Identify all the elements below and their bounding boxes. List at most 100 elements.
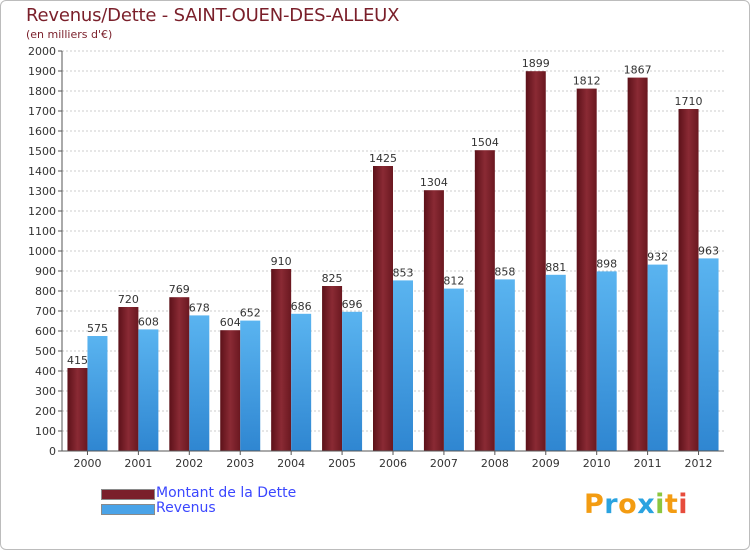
x-tick-label: 2001	[124, 457, 152, 470]
logo-letter: t	[664, 489, 679, 520]
revenue-bar	[596, 271, 617, 451]
chart-subtitle: (en milliers d'€)	[26, 28, 113, 41]
y-tick-label: 900	[35, 265, 56, 278]
revenue-bar	[393, 280, 413, 451]
revenue-value-label: 898	[596, 257, 617, 270]
y-tick-label: 100	[35, 425, 56, 438]
debt-bar	[423, 190, 444, 451]
y-tick-label: 700	[35, 305, 56, 318]
revenue-value-label: 881	[545, 261, 566, 274]
y-tick-label: 1500	[28, 145, 56, 158]
debt-bar	[576, 88, 597, 451]
revenue-bar	[138, 329, 159, 451]
logo-letter: o	[618, 489, 638, 520]
logo-letter: x	[637, 489, 656, 520]
proxiti-logo: Proxiti	[584, 489, 688, 520]
x-tick-label: 2006	[379, 457, 407, 470]
revenue-value-label: 812	[443, 275, 464, 288]
revenue-value-label: 608	[138, 315, 159, 328]
legend-swatch-debt	[101, 489, 155, 500]
debt-value-label: 1504	[471, 136, 499, 149]
y-tick-label: 1400	[28, 165, 56, 178]
y-tick-label: 1900	[28, 65, 56, 78]
revenue-value-label: 853	[393, 266, 414, 279]
y-tick-label: 1200	[28, 205, 56, 218]
x-tick-label: 2003	[226, 457, 254, 470]
axis-layer: 0 100 200 300 400 500 600 700 800 900 1000 1100 1200…	[28, 45, 724, 470]
x-tick-label: 2010	[583, 457, 611, 470]
y-tick-label: 800	[35, 285, 56, 298]
y-tick-label: 400	[35, 365, 56, 378]
debt-value-label: 1899	[522, 57, 550, 70]
debt-bar	[627, 77, 648, 451]
legend-label-debt: Montant de la Dette	[156, 485, 297, 501]
x-tick-label: 2002	[175, 457, 203, 470]
logo-letter: i	[655, 489, 665, 520]
x-tick-label: 2009	[532, 457, 560, 470]
chart-title: Revenus/Dette - SAINT-OUEN-DES-ALLEUX	[26, 5, 400, 26]
debt-bar	[118, 307, 139, 451]
debt-value-label: 720	[118, 293, 139, 306]
x-tick-label: 2000	[73, 457, 101, 470]
debt-bar	[373, 166, 393, 451]
y-tick-label: 1000	[28, 245, 56, 258]
logo-letter: r	[604, 489, 619, 520]
y-tick-label: 2000	[28, 45, 56, 58]
debt-bar	[525, 71, 546, 451]
debt-bar	[220, 330, 241, 451]
debt-value-label: 1710	[675, 95, 703, 108]
x-tick-label: 2012	[685, 457, 713, 470]
debt-value-label: 1812	[573, 75, 601, 88]
debt-value-label: 1304	[420, 176, 448, 189]
revenue-bar	[342, 311, 363, 451]
debt-bar	[169, 297, 190, 451]
x-tick-label: 2008	[481, 457, 509, 470]
y-tick-label: 500	[35, 345, 56, 358]
revenue-bar	[647, 264, 668, 451]
y-tick-label: 1600	[28, 125, 56, 138]
revenue-value-label: 963	[698, 244, 719, 257]
revenue-bar	[545, 274, 566, 451]
y-tick-label: 1700	[28, 105, 56, 118]
revenue-bar	[698, 258, 719, 451]
debt-value-label: 415	[67, 354, 88, 367]
revenue-bar	[291, 313, 312, 451]
revenue-bar	[240, 320, 261, 451]
logo-letter: i	[678, 489, 689, 520]
debt-value-label: 1867	[624, 64, 652, 77]
debt-value-label: 825	[322, 272, 343, 285]
y-tick-label: 1100	[28, 225, 56, 238]
debt-bar	[474, 150, 495, 451]
legend-label-revenue: Revenus	[156, 500, 216, 516]
x-tick-label: 2007	[430, 457, 458, 470]
x-tick-label: 2005	[328, 457, 356, 470]
y-tick-label: 600	[35, 325, 56, 338]
debt-value-label: 604	[220, 316, 241, 329]
revenue-bar	[87, 336, 108, 451]
y-tick-label: 300	[35, 385, 56, 398]
revenue-value-label: 678	[189, 301, 210, 314]
debt-bar	[271, 269, 292, 451]
legend-swatch-revenue	[101, 504, 155, 515]
revenue-bar	[494, 279, 515, 451]
revenue-value-label: 696	[342, 298, 363, 311]
debt-bar	[678, 109, 699, 451]
logo-letter: P	[584, 489, 605, 520]
y-tick-label: 1800	[28, 85, 56, 98]
debt-value-label: 769	[169, 283, 190, 296]
debt-bar	[67, 368, 88, 451]
x-tick-label: 2004	[277, 457, 305, 470]
revenue-value-label: 932	[647, 251, 668, 264]
revenue-value-label: 858	[494, 265, 515, 278]
revenue-value-label: 652	[240, 307, 261, 320]
y-tick-label: 200	[35, 405, 56, 418]
x-tick-label: 2011	[634, 457, 662, 470]
debt-bar	[322, 286, 343, 451]
revenue-value-label: 575	[87, 322, 108, 335]
debt-value-label: 1425	[369, 152, 397, 165]
revenue-bar	[189, 315, 210, 451]
debt-value-label: 910	[271, 255, 292, 268]
